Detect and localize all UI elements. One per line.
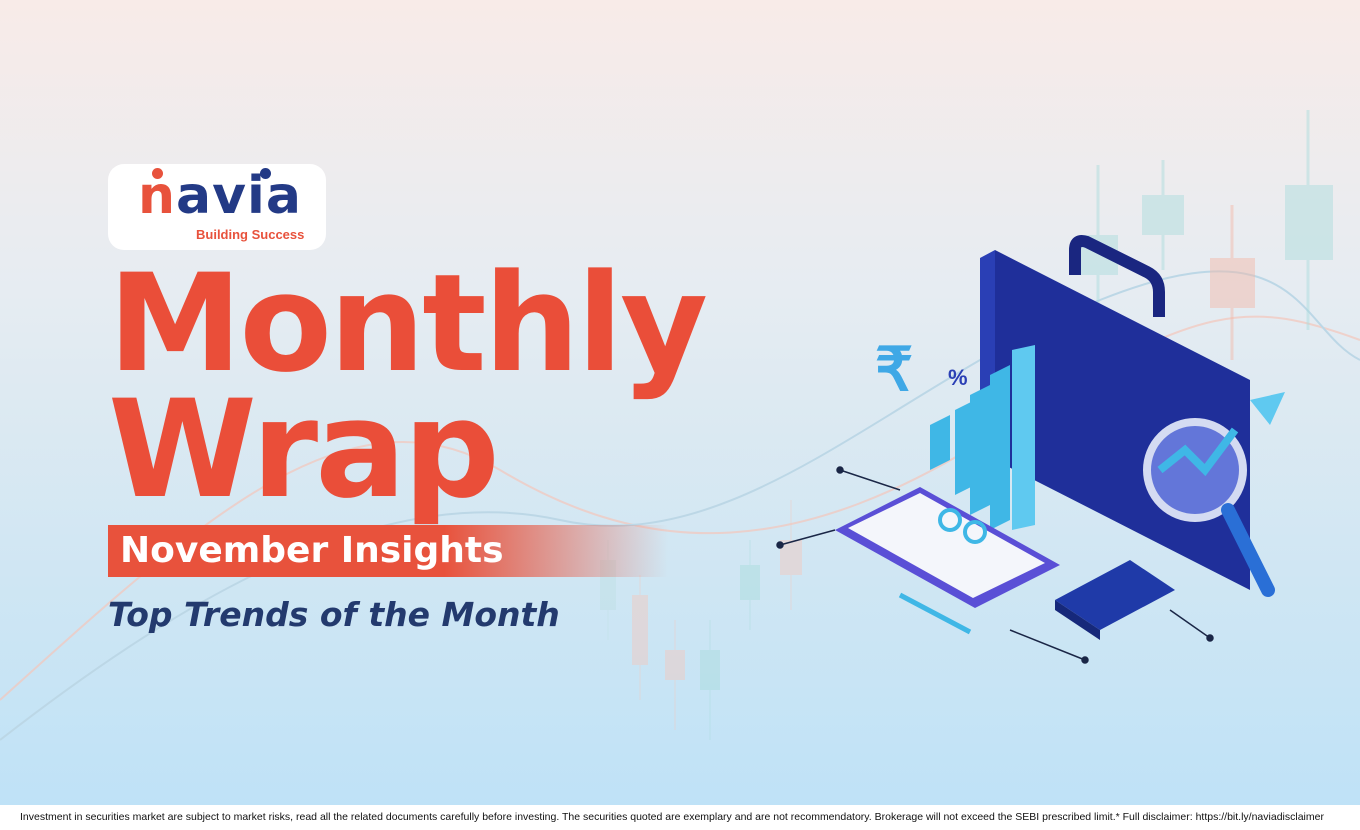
calculator-icon — [1055, 560, 1175, 630]
pencil-icon — [898, 592, 972, 635]
month-ribbon: November Insights — [108, 525, 668, 577]
logo-wordmark: navia — [138, 166, 302, 226]
disclaimer-footer: Investment in securities market are subj… — [0, 805, 1360, 830]
navia-logo: navia Building Success — [108, 164, 326, 250]
title-line-2: Wrap — [108, 371, 500, 528]
bar-chart-icon — [930, 345, 1035, 530]
rupee-icon: ₹ — [875, 336, 913, 403]
logo-dot-navy — [260, 168, 271, 179]
logo-dot-orange — [152, 168, 163, 179]
ribbon-text: November Insights — [120, 530, 504, 571]
arrow-up-icon — [1250, 392, 1285, 425]
percent-icon: % — [948, 365, 968, 390]
subtitle: Top Trends of the Month — [108, 595, 560, 634]
logo-tagline: Building Success — [196, 227, 305, 242]
background-decoration: ₹ % — [0, 110, 1360, 741]
title-line-1: Monthly — [108, 245, 708, 402]
illustration: ₹ % — [776, 235, 1285, 664]
